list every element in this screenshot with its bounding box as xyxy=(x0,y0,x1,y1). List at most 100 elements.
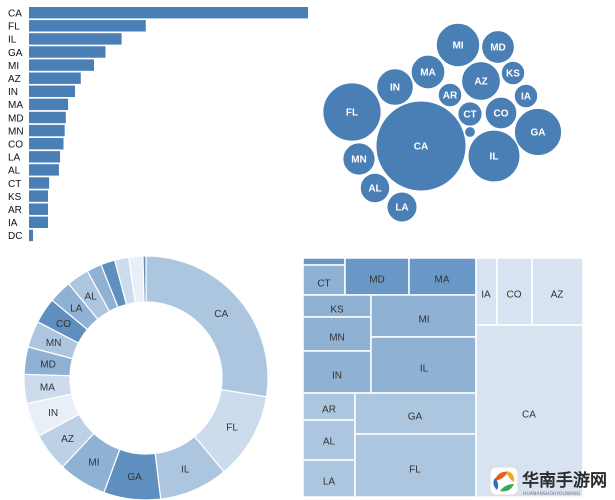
bubble-label-ga: GA xyxy=(531,128,546,139)
bubble-ma xyxy=(410,54,446,90)
bubble-label-az: AZ xyxy=(474,77,487,88)
bar-label-dc: DC xyxy=(8,231,22,242)
bubble-az xyxy=(461,61,501,101)
bar-mi xyxy=(29,59,95,71)
bubble-label-in: IN xyxy=(390,83,400,94)
bubble-label-la: LA xyxy=(395,203,408,214)
treemap-label-ia: IA xyxy=(481,290,491,301)
donut-slice-ca xyxy=(145,255,269,398)
bubble-ca xyxy=(375,100,467,192)
bar-label-co: CO xyxy=(8,140,23,151)
horizontal-bar-chart: CA FL IL GA MI AZ IN MA MD MN CO LA AL CT KS AR IA DC xyxy=(8,7,308,242)
treemap-cell-ar xyxy=(302,392,356,421)
donut-label-il: IL xyxy=(181,464,190,475)
treemap-cell-mi xyxy=(370,294,477,338)
donut-label-az: AZ xyxy=(61,434,74,445)
bar-la xyxy=(29,151,61,163)
treemap-cell-mn xyxy=(302,316,372,352)
bubble-dc xyxy=(464,126,476,138)
bar-label-il: IL xyxy=(8,35,17,46)
bar-label-ct: CT xyxy=(8,179,21,190)
donut-label-mi: MI xyxy=(88,458,99,469)
donut-label-ga: GA xyxy=(127,472,142,483)
bar-label-al: AL xyxy=(8,166,21,177)
bar-ma xyxy=(29,98,69,111)
bar-label-in: IN xyxy=(8,87,18,98)
bar-label-la: LA xyxy=(8,153,21,164)
bubble-ia xyxy=(513,83,539,109)
donut-label-ca: CA xyxy=(214,309,228,320)
watermark-logo-leaf xyxy=(494,471,508,481)
treemap-label-la: LA xyxy=(323,477,336,488)
bar-label-md: MD xyxy=(8,113,24,124)
bubble-label-ar: AR xyxy=(443,91,458,102)
donut-label-in: IN xyxy=(48,408,58,419)
watermark-subtitle: HUANANSHOUYOUWANG xyxy=(523,491,581,497)
treemap-chart: CT MD MA KS MN IN MI IL AR AL LA GA FL IA CO AZ CA xyxy=(302,257,584,498)
bubble-label-il: IL xyxy=(490,152,499,163)
bubble-label-fl: FL xyxy=(346,108,358,119)
treemap-label-mi: MI xyxy=(418,315,429,326)
bubble-label-ma: MA xyxy=(420,68,436,79)
bar-il xyxy=(29,33,122,45)
bubble-label-co: CO xyxy=(494,109,509,120)
bubble-label-mi: MI xyxy=(452,41,463,52)
watermark-logo-leaf xyxy=(506,471,515,482)
bubble-label-ks: KS xyxy=(506,69,520,80)
bar-fl xyxy=(29,20,146,32)
bubble-label-ct: CT xyxy=(463,110,476,121)
treemap-label-md: MD xyxy=(369,275,385,286)
treemap-label-ca: CA xyxy=(522,410,536,421)
treemap-label-al: AL xyxy=(323,437,336,448)
bubble-il xyxy=(467,129,521,183)
treemap-cell-ma xyxy=(408,257,477,296)
watermark-logo-leaf xyxy=(493,478,499,490)
bubble-ct xyxy=(457,101,483,127)
treemap-cell-fl xyxy=(354,433,477,498)
bar-co xyxy=(29,138,64,150)
bar-label-ks: KS xyxy=(8,192,22,203)
bubble-label-md: MD xyxy=(490,43,506,54)
treemap-label-ct: CT xyxy=(317,279,330,290)
bubble-label-ca: CA xyxy=(414,142,428,153)
bubble-label-mn: MN xyxy=(351,155,367,166)
bubble-md xyxy=(481,30,515,64)
bubble-fl xyxy=(322,82,382,142)
donut-label-fl: FL xyxy=(226,422,238,433)
bar-mn xyxy=(29,124,65,137)
bubble-al xyxy=(359,172,391,204)
site-watermark: 华南手游网 HUANANSHOUYOUWANG xyxy=(489,466,607,497)
bar-label-ia: IA xyxy=(8,218,18,229)
bar-ia xyxy=(29,216,48,228)
donut-slice-dc xyxy=(142,255,147,303)
bar-ca xyxy=(29,7,308,19)
bar-dc xyxy=(29,229,34,242)
bubble-label-al: AL xyxy=(368,184,381,195)
treemap-label-co: CO xyxy=(507,290,522,301)
bar-md xyxy=(29,111,66,124)
treemap-label-ar: AR xyxy=(322,405,336,416)
watermark-logo-icon xyxy=(489,466,519,496)
bar-label-mi: MI xyxy=(8,61,19,72)
bubble-ga xyxy=(513,107,563,157)
bar-label-ca: CA xyxy=(8,9,22,20)
treemap-cell-az xyxy=(531,257,584,326)
bubble-chart: CA FL IL GA MI AZ IN MA MD MN CO LA AL CT KS AR IA xyxy=(322,22,563,223)
bubble-label-ia: IA xyxy=(521,92,531,103)
bubble-in xyxy=(376,68,414,106)
bar-ks xyxy=(29,190,48,202)
donut-label-al: AL xyxy=(84,291,97,302)
donut-label-mn: MN xyxy=(46,338,62,349)
bar-al xyxy=(29,164,59,176)
treemap-label-in: IN xyxy=(332,371,342,382)
donut-label-md: MD xyxy=(40,359,56,370)
bar-az xyxy=(29,72,81,84)
bar-label-az: AZ xyxy=(8,74,21,85)
bubble-la xyxy=(386,191,418,223)
bubble-co xyxy=(484,96,518,130)
treemap-label-az: AZ xyxy=(551,290,564,301)
treemap-cell-al xyxy=(302,419,356,461)
treemap-label-fl: FL xyxy=(409,465,421,476)
